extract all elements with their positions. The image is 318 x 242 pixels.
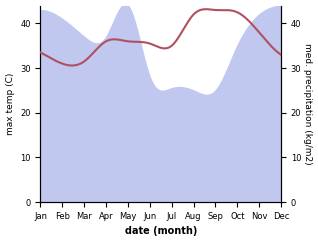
Y-axis label: med. precipitation (kg/m2): med. precipitation (kg/m2): [303, 43, 313, 165]
X-axis label: date (month): date (month): [125, 227, 197, 236]
Y-axis label: max temp (C): max temp (C): [5, 73, 15, 135]
